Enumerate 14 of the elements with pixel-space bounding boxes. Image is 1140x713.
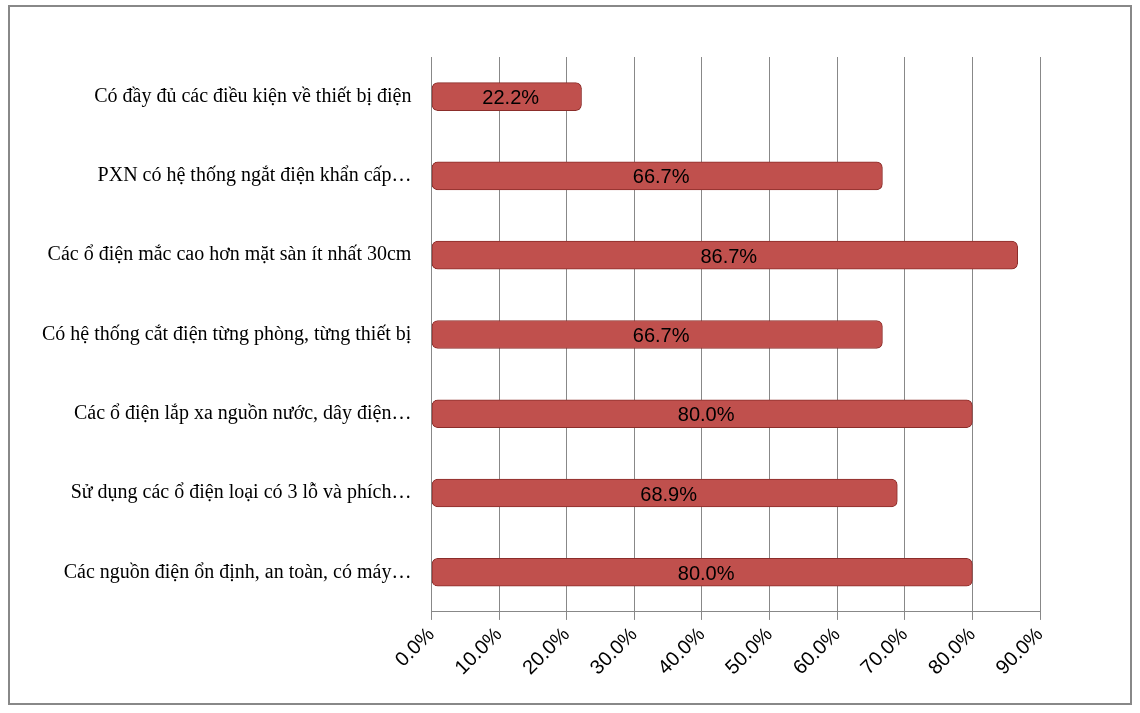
y-tick-label: Các nguồn điện ổn định, an toàn, có máy… [63, 559, 412, 583]
y-tick-label: Các ổ điện lắp xa nguồn nước, dây điện… [73, 400, 412, 424]
data-label: 80.0% [677, 561, 735, 584]
data-label: 66.7% [632, 323, 690, 346]
data-label: 86.7% [700, 244, 758, 267]
data-label: 80.0% [677, 403, 735, 426]
y-tick-label: Có đầy đủ các điều kiện về thiết bị điện [94, 83, 412, 107]
y-tick-label: Sử dụng các ổ điện loại có 3 lỗ và phích… [70, 480, 412, 504]
data-label: 66.7% [632, 165, 690, 188]
y-tick-label: Có hệ thống cắt điện từng phòng, từng thiết bị [41, 321, 412, 345]
data-label: 68.9% [640, 482, 698, 505]
data-label: 22.2% [482, 86, 540, 109]
y-tick-label: PXN có hệ thống ngắt điện khẩn cấp… [97, 163, 412, 187]
y-tick-label: Các ổ điện mắc cao hơn mặt sàn ít nhất 30cm [47, 242, 412, 265]
